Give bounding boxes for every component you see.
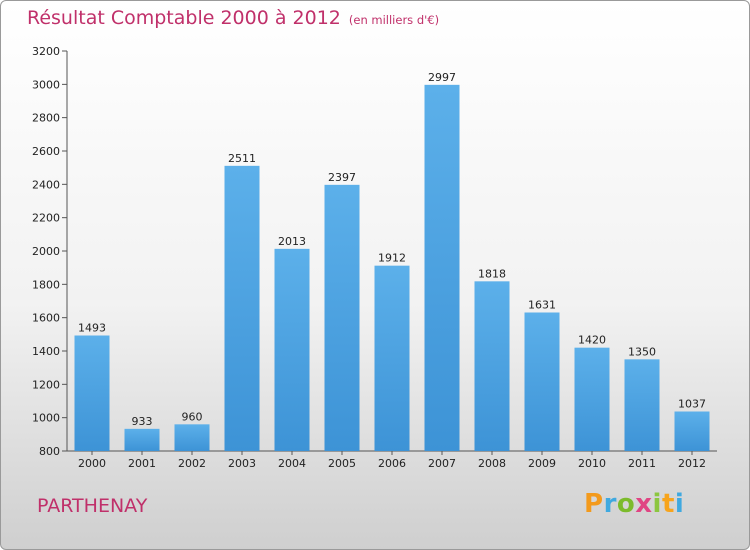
x-tick-label: 2007 — [428, 457, 456, 470]
data-label: 2997 — [428, 71, 456, 84]
bar — [624, 359, 660, 451]
data-label: 2013 — [278, 235, 306, 248]
y-tick-label: 2000 — [32, 245, 60, 258]
y-tick-label: 1000 — [32, 412, 60, 425]
bar — [474, 281, 510, 451]
proxiti-logo: Proxiti — [584, 489, 685, 519]
data-label: 933 — [132, 415, 153, 428]
data-label: 1350 — [628, 345, 656, 358]
x-tick-label: 2006 — [378, 457, 406, 470]
y-tick-label: 1600 — [32, 312, 60, 325]
y-tick-label: 3000 — [32, 78, 60, 91]
bar — [674, 411, 710, 451]
bar — [324, 184, 360, 452]
bar — [524, 312, 560, 451]
data-label: 1631 — [528, 299, 556, 312]
x-tick-label: 2011 — [628, 457, 656, 470]
bar — [574, 347, 610, 451]
y-tick-label: 1800 — [32, 278, 60, 291]
bar — [74, 335, 110, 451]
chart-title-text: Résultat Comptable 2000 à 2012 — [27, 7, 341, 29]
y-tick-label: 2800 — [32, 112, 60, 125]
bar — [424, 84, 460, 451]
y-tick-label: 1400 — [32, 345, 60, 358]
y-tick-label: 2600 — [32, 145, 60, 158]
y-tick-label: 2400 — [32, 178, 60, 191]
x-tick-label: 2001 — [128, 457, 156, 470]
data-label: 960 — [182, 410, 203, 423]
x-tick-label: 2009 — [528, 457, 556, 470]
data-label: 2397 — [328, 171, 356, 184]
x-tick-label: 2000 — [78, 457, 106, 470]
bar — [124, 428, 160, 451]
bar — [224, 165, 260, 452]
y-tick-label: 3200 — [32, 45, 60, 58]
data-label: 2511 — [228, 152, 256, 165]
x-tick-label: 2010 — [578, 457, 606, 470]
chart-subtitle: (en milliers d'€) — [348, 13, 440, 27]
x-tick-label: 2005 — [328, 457, 356, 470]
data-label: 1493 — [78, 322, 106, 335]
x-tick-label: 2003 — [228, 457, 256, 470]
x-tick-label: 2004 — [278, 457, 306, 470]
y-tick-label: 1200 — [32, 378, 60, 391]
data-label: 1420 — [578, 334, 606, 347]
y-tick-label: 2200 — [32, 212, 60, 225]
chart-title: Résultat Comptable 2000 à 2012 (en millie… — [27, 7, 439, 29]
bar — [374, 265, 410, 451]
x-tick-label: 2002 — [178, 457, 206, 470]
y-tick-label: 800 — [39, 445, 60, 458]
commune-name: PARTHENAY — [37, 495, 148, 517]
bar — [174, 424, 210, 451]
x-tick-label: 2012 — [678, 457, 706, 470]
data-label: 1818 — [478, 267, 506, 280]
data-label: 1037 — [678, 398, 706, 411]
bar — [274, 248, 310, 451]
x-tick-label: 2008 — [478, 457, 506, 470]
data-label: 1912 — [378, 252, 406, 265]
